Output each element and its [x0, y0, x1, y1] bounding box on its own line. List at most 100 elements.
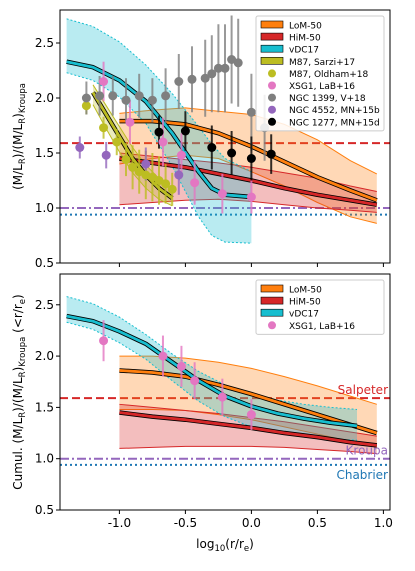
annotation-chabrier: Chabrier — [336, 468, 388, 482]
y-axis-label-bottom: Cumul. (M/LR)/(M/LR)Kroupa (<r/re) — [11, 294, 28, 489]
legend-swatch-lom-50 — [260, 20, 284, 29]
bottom-panel: 0.5 1.0 1.5 2.0 2.5 -1.0 -0.5 0.0 0.5 1.0 LoM-50 Hi… — [35, 273, 393, 530]
point-ngc-4552-mn-15b — [75, 143, 85, 152]
point-ngc-1399-v-18 — [147, 95, 157, 105]
y-tick-label: 0.5 — [35, 256, 54, 270]
point-ngc-1399-v-18 — [161, 91, 171, 101]
point-xsg1-lab-16 — [176, 361, 186, 371]
y-tick-label: 2.5 — [35, 298, 54, 312]
point-xsg1-lab-16 — [158, 351, 168, 361]
legend-label-ngc-1277-mn-15d: NGC 1277, MN+15d — [289, 118, 380, 128]
point-ngc-1399-v-18 — [95, 91, 105, 101]
point-xsg1-lab-16 — [176, 150, 186, 160]
legend-swatch-vdc17 — [260, 44, 284, 53]
band-lower-him-50 — [119, 445, 377, 455]
point-m87-oldham-18 — [161, 179, 171, 189]
legend-box — [255, 279, 385, 335]
legend-marker-xsg1-lab-16 — [268, 321, 276, 330]
y-axis-label-top: (M/LR)/(M/LR)Kroupa — [11, 83, 28, 190]
point-ngc-1399-v-18 — [81, 93, 91, 103]
y-tick-label: 2.5 — [35, 36, 54, 50]
point-xsg1-lab-16 — [217, 392, 227, 402]
point-ngc-1399-v-18 — [233, 58, 243, 68]
point-xsg1-lab-16 — [246, 410, 256, 420]
point-xsg1-lab-16 — [246, 192, 256, 202]
y-tick-label: 1.5 — [35, 146, 54, 160]
legend-label-vdc17: vDC17 — [289, 46, 319, 56]
legend-marker-m87-oldham-18 — [268, 69, 276, 78]
point-m87-oldham-18 — [128, 162, 138, 172]
point-ngc-1399-v-18 — [213, 63, 223, 73]
legend-label-m87-oldham-18: M87, Oldham+18 — [289, 70, 368, 80]
x-tick-label: -0.5 — [174, 516, 197, 530]
band-lower-vdc17 — [66, 72, 252, 244]
legend-label-him-50: HiM-50 — [289, 34, 321, 44]
point-ngc-4552-mn-15b — [141, 159, 151, 169]
legend-marker-ngc-1399-v-18 — [268, 93, 276, 102]
point-ngc-1277-mn-15d — [246, 154, 256, 163]
point-ngc-1399-v-18 — [187, 74, 197, 84]
legend-label-xsg1-lab-16: XSG1, LaB+16 — [289, 82, 355, 92]
x-tick-label: 0.0 — [242, 516, 261, 530]
legend-marker-ngc-4552-mn-15b — [268, 105, 276, 114]
point-ngc-1399-v-18 — [207, 69, 217, 79]
point-ngc-1399-v-18 — [174, 77, 184, 86]
point-xsg1-lab-16 — [217, 189, 227, 199]
legend-label-lom-50: LoM-50 — [289, 286, 322, 296]
y-tick-label: 1.5 — [35, 400, 54, 414]
legend-box — [255, 15, 385, 132]
legend-swatch-him-50 — [260, 32, 284, 41]
x-axis-label: log10(r/re) — [196, 537, 254, 554]
point-xsg1-lab-16 — [190, 178, 200, 188]
legend-label-xsg1-lab-16: XSG1, LaB+16 — [289, 322, 355, 332]
x-tick-label: 1.0 — [374, 516, 393, 530]
legend-swatch-him-50 — [260, 296, 284, 305]
legend-label-him-50: HiM-50 — [289, 298, 321, 308]
legend-marker-ngc-1277-mn-15d — [268, 117, 276, 126]
x-tick-label: 0.5 — [308, 516, 327, 530]
x-tick-label: -1.0 — [108, 516, 131, 530]
legend-swatch-lom-50 — [260, 284, 284, 293]
annotation-salpeter: Salpeter — [338, 383, 388, 397]
y-tick-label: 2.0 — [35, 349, 54, 363]
point-xsg1-lab-16 — [158, 137, 168, 147]
y-tick-label: 0.5 — [35, 503, 54, 517]
legend-marker-xsg1-lab-16 — [268, 81, 276, 90]
point-ngc-1399-v-18 — [246, 107, 256, 117]
point-xsg1-lab-16 — [99, 77, 109, 86]
point-m87-oldham-18 — [112, 137, 122, 147]
plot-area — [60, 296, 390, 466]
point-ngc-1277-mn-15d — [207, 143, 217, 152]
band-upper-vdc17 — [66, 18, 252, 173]
point-m87-oldham-18 — [99, 123, 109, 133]
point-xsg1-lab-16 — [125, 117, 135, 127]
point-m87-oldham-18 — [167, 184, 177, 194]
legend-label-ngc-4552-mn-15b: NGC 4552, MN+15b — [289, 106, 380, 116]
legend-label-m87-sarzi-17: M87, Sarzi+17 — [289, 58, 355, 68]
y-tick-label: 1.0 — [35, 201, 54, 215]
point-ngc-1399-v-18 — [121, 95, 131, 105]
point-m87-oldham-18 — [121, 155, 131, 165]
point-xsg1-lab-16 — [99, 336, 109, 346]
axes-frame — [59, 273, 391, 511]
y-tick-label: 2.0 — [35, 91, 54, 105]
legend-label-lom-50: LoM-50 — [289, 22, 322, 32]
band-upper-vdc17 — [66, 296, 358, 410]
point-ngc-1399-v-18 — [200, 73, 210, 83]
legend-label-ngc-1399-v-18: NGC 1399, V+18 — [289, 94, 366, 104]
point-ngc-1277-mn-15d — [266, 149, 276, 159]
median-line-vdc17 — [66, 314, 358, 428]
point-ngc-4552-mn-15b — [101, 150, 111, 160]
y-tick-label: 1.0 — [35, 452, 54, 466]
point-m87-oldham-18 — [81, 101, 91, 111]
annotation-kroupa: Kroupa — [346, 444, 388, 458]
legend-swatch-m87-sarzi-17 — [260, 56, 284, 65]
legend-label-vdc17: vDC17 — [289, 310, 319, 320]
point-ngc-1399-v-18 — [134, 91, 144, 101]
point-ngc-1399-v-18 — [220, 63, 230, 73]
legend-swatch-vdc17 — [260, 308, 284, 317]
band-lom-50 — [119, 356, 377, 448]
plot-area — [60, 15, 390, 244]
point-ngc-1399-v-18 — [108, 91, 118, 101]
